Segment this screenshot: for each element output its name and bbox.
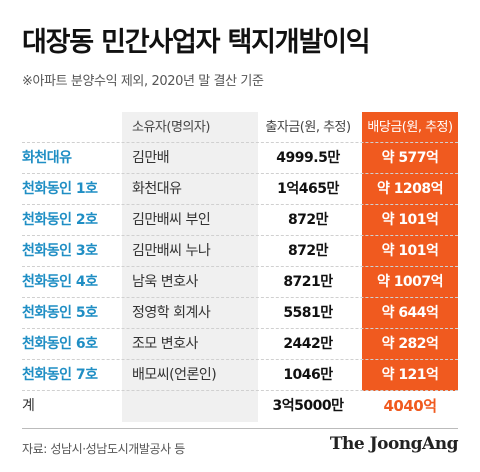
- row-owner: 김만배씨 부인: [122, 205, 258, 236]
- row-dividend: 약 101억: [362, 236, 458, 267]
- row-dividend: 약 282억: [362, 329, 458, 360]
- row-dividend: 약 101억: [362, 205, 458, 236]
- row-dividend: 약 1208억: [362, 174, 458, 205]
- table-row: 천화동인 3호 김만배씨 누나 872만 약 101억: [22, 236, 458, 267]
- row-owner: 정영학 회계사: [122, 298, 258, 329]
- header-dividend: 배당금(원, 추정): [362, 112, 458, 143]
- total-amount: 3억5000만: [272, 398, 344, 414]
- row-dividend: 약 644억: [362, 298, 458, 329]
- row-owner: 김만배: [122, 143, 258, 174]
- row-owner: 남욱 변호사: [122, 267, 258, 298]
- total-label: 계: [22, 398, 35, 414]
- table-row: 화천대유 김만배 4999.5만 약 577억: [22, 143, 458, 174]
- row-name: 천화동인 1호: [22, 181, 98, 197]
- row-owner: 조모 변호사: [122, 329, 258, 360]
- total-owner: [122, 391, 258, 422]
- row-name: 천화동인 7호: [22, 367, 98, 383]
- row-dividend: 약 1007억: [362, 267, 458, 298]
- row-amount: 8721만: [283, 274, 333, 290]
- page-title: 대장동 민간사업자 택지개발이익: [22, 27, 371, 58]
- header-owner: 소유자(명의자): [122, 112, 258, 143]
- footer-divider: [22, 428, 458, 429]
- header-amount: 출자금(원, 추정): [265, 120, 351, 135]
- table-row: 천화동인 5호 정영학 회계사 5581만 약 644억: [22, 298, 458, 329]
- source-note: 자료: 성남시·성남도시개발공사 등: [22, 442, 185, 456]
- row-dividend: 약 121억: [362, 360, 458, 391]
- header-name: [22, 112, 114, 143]
- table-row: 천화동인 6호 조모 변호사 2442만 약 282억: [22, 329, 458, 360]
- table-header-row: 소유자(명의자) 출자금(원, 추정) 배당금(원, 추정): [22, 112, 458, 143]
- row-amount: 872만: [287, 243, 329, 259]
- dividend-table: 소유자(명의자) 출자금(원, 추정) 배당금(원, 추정) 화천대유 김만배 …: [22, 112, 458, 422]
- row-name: 천화동인 3호: [22, 243, 98, 259]
- row-name: 천화동인 5호: [22, 305, 98, 321]
- row-owner: 김만배씨 누나: [122, 236, 258, 267]
- row-amount: 1046만: [283, 367, 333, 383]
- row-amount: 2442만: [283, 336, 333, 352]
- row-name: 천화동인 4호: [22, 274, 98, 290]
- row-owner: 화천대유: [122, 174, 258, 205]
- row-amount: 872만: [287, 212, 329, 228]
- table-row: 천화동인 4호 남욱 변호사 8721만 약 1007억: [22, 267, 458, 298]
- brand-logo: The JoongAng: [329, 434, 459, 454]
- table-row: 천화동인 1호 화천대유 1억465만 약 1208억: [22, 174, 458, 205]
- table-total-row: 계 3억5000만 4040억: [22, 391, 458, 422]
- row-amount: 5581만: [283, 305, 333, 321]
- row-name: 천화동인 2호: [22, 212, 98, 228]
- row-amount: 4999.5만: [276, 150, 340, 166]
- row-name: 화천대유: [22, 150, 72, 166]
- table-row: 천화동인 2호 김만배씨 부인 872만 약 101억: [22, 205, 458, 236]
- row-dividend: 약 577억: [362, 143, 458, 174]
- row-amount: 1억465만: [277, 181, 339, 197]
- table-row: 천화동인 7호 배모씨(언론인) 1046만 약 121억: [22, 360, 458, 391]
- subtitle-note: ※아파트 분양수익 제외, 2020년 말 결산 기준: [22, 74, 264, 89]
- row-owner: 배모씨(언론인): [122, 360, 258, 391]
- total-dividend: 4040억: [383, 397, 437, 415]
- row-name: 천화동인 6호: [22, 336, 98, 352]
